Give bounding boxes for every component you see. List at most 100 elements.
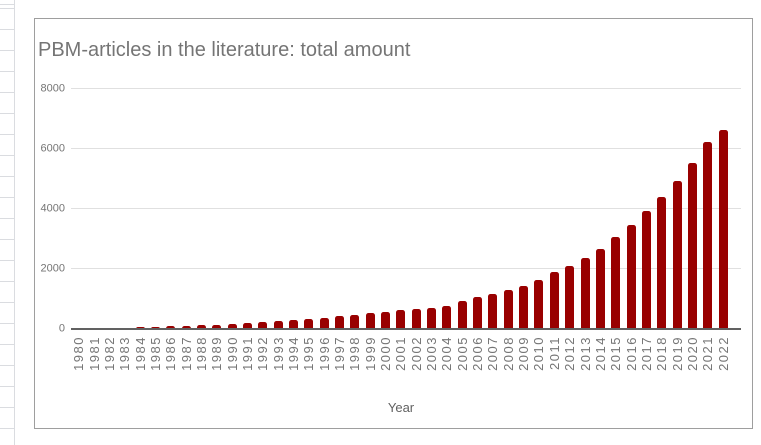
bar-1991: [242, 323, 252, 329]
x-tick-slot: 1993: [270, 336, 286, 388]
bar-slot: [700, 89, 715, 329]
bar-slot: [148, 89, 163, 329]
x-tick-slot: 2008: [501, 336, 516, 388]
bar-slot: [194, 89, 209, 329]
bar-slot: [424, 89, 439, 329]
bar-slot: [209, 89, 224, 329]
x-tick-slot: 1992: [255, 336, 270, 388]
bar-1999: [365, 313, 375, 329]
x-axis-tick-label: 2007: [485, 336, 501, 371]
bar-slot: [363, 89, 378, 329]
x-axis-tick-label: 2001: [393, 336, 409, 371]
x-tick-slot: 1981: [86, 336, 102, 388]
x-axis-tick-label: 1987: [178, 336, 194, 371]
bar-slot: [715, 89, 730, 329]
x-axis-tick-label: 2015: [608, 336, 624, 371]
bar-slot: [378, 89, 393, 329]
bar-2021: [703, 142, 713, 329]
bar-slot: [562, 89, 577, 329]
bar-slot: [347, 89, 362, 329]
bar-slot: [577, 89, 592, 329]
x-axis-tick-label: 1999: [362, 336, 378, 371]
bar-1997: [335, 316, 345, 329]
bar-2019: [672, 180, 682, 329]
y-axis-tick-label: 0: [58, 322, 65, 335]
bar-slot: [623, 89, 638, 329]
bar-1995: [304, 318, 314, 329]
x-tick-slot: 1988: [194, 336, 209, 388]
bar-1988: [196, 325, 206, 329]
x-axis-tick-label: 1992: [255, 336, 271, 371]
y-axis-tick-label: 4000: [40, 202, 65, 215]
x-tick-slot: 2000: [378, 336, 393, 388]
bar-slot: [531, 89, 546, 329]
x-tick-slot: 2007: [485, 336, 500, 388]
bar-slot: [240, 89, 255, 329]
x-axis-tick-label: 2002: [408, 336, 424, 371]
bar-1985: [150, 326, 160, 329]
y-axis-tick-label: 2000: [40, 262, 65, 275]
x-tick-slot: 2003: [424, 336, 439, 388]
x-tick-slot: 2010: [531, 336, 546, 388]
bar-2000: [381, 311, 391, 329]
x-tick-slot: 2005: [455, 336, 470, 388]
x-axis-tick-labels: 1980 1981 1982 1983 1984 1985 1986 1987 1988 1989…: [71, 336, 731, 388]
bar-1996: [319, 317, 329, 329]
bar-2022: [718, 129, 728, 329]
bar-1987: [181, 326, 191, 329]
x-tick-slot: 2001: [393, 336, 408, 388]
x-tick-slot: 2016: [623, 336, 639, 388]
x-tick-slot: 1987: [178, 336, 194, 388]
bar-slot: [470, 89, 485, 329]
bar-slot: [685, 89, 700, 329]
bar-2005: [457, 301, 467, 329]
bar-1993: [273, 321, 283, 329]
bar-1990: [227, 324, 237, 329]
x-axis-tick-label: 1985: [147, 336, 163, 371]
x-axis-tick-label: 1982: [101, 336, 117, 371]
bar-slot: [224, 89, 239, 329]
x-axis-tick-label: 2008: [500, 336, 516, 371]
x-axis-tick-label: 1994: [285, 336, 301, 371]
x-axis-tick-label: 2010: [531, 336, 547, 371]
x-tick-slot: 1980: [71, 336, 86, 388]
bar-slot: [608, 89, 623, 329]
bar-slot: [409, 89, 424, 329]
bar-2014: [595, 248, 605, 329]
x-tick-slot: 1994: [286, 336, 301, 388]
bar-slot: [639, 89, 654, 329]
bar-2008: [503, 290, 513, 329]
bar-slot: [163, 89, 178, 329]
bar-slot: [301, 89, 316, 329]
x-tick-slot: 1983: [117, 336, 132, 388]
x-tick-slot: 2014: [593, 336, 608, 388]
y-axis-tick-label: 6000: [40, 142, 65, 155]
gridline: [71, 268, 741, 269]
bar-slot: [516, 89, 531, 329]
x-tick-slot: 1991: [240, 336, 255, 388]
x-axis-tick-label: 1996: [316, 336, 332, 371]
bar-slot: [547, 89, 562, 329]
x-axis-tick-label: 1995: [301, 336, 317, 371]
x-axis-line: [71, 328, 741, 330]
gridline: [71, 88, 741, 89]
bar-slot: [593, 89, 608, 329]
bar-2015: [611, 237, 621, 329]
bar-slot: [286, 89, 301, 329]
bar-slot: [501, 89, 516, 329]
bar-2013: [580, 257, 590, 329]
x-axis-tick-label: 2009: [516, 336, 532, 371]
x-tick-slot: 1989: [209, 336, 224, 388]
x-tick-slot: 2019: [669, 336, 685, 388]
x-tick-slot: 2013: [577, 336, 593, 388]
x-tick-slot: 1982: [102, 336, 117, 388]
bar-slot: [669, 89, 684, 329]
bar-slot: [317, 89, 332, 329]
x-axis-tick-label: 2017: [638, 336, 654, 371]
chart-card[interactable]: PBM-articles in the literature: total am…: [34, 18, 753, 429]
bar-slot: [455, 89, 470, 329]
chart-title: PBM-articles in the literature: total am…: [38, 39, 411, 61]
bar-1992: [258, 322, 268, 329]
bar-slot: [270, 89, 285, 329]
bar-series: [71, 89, 731, 329]
